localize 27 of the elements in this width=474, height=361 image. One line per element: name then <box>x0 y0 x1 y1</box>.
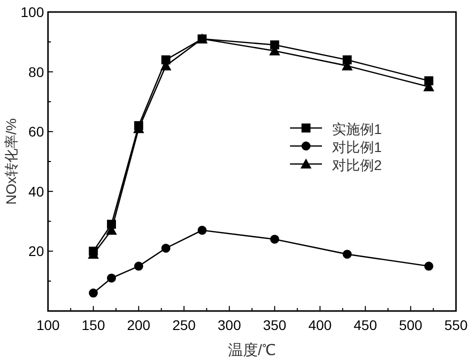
x-tick-label: 400 <box>308 317 332 333</box>
legend-label: 对比例1 <box>332 139 382 155</box>
legend-label: 实施例1 <box>332 121 382 137</box>
point <box>88 288 98 298</box>
y-tick-label: 80 <box>28 64 44 80</box>
point <box>198 226 207 235</box>
y-tick-label: 20 <box>28 243 44 260</box>
point <box>270 234 280 244</box>
y-tick-label: 40 <box>28 183 44 200</box>
legend-label: 对比例2 <box>332 157 382 173</box>
point <box>134 262 144 271</box>
x-tick-label: 250 <box>172 317 196 333</box>
x-tick-label: 150 <box>82 317 106 333</box>
point <box>342 250 352 259</box>
x-tick-label: 200 <box>126 317 151 333</box>
point <box>106 274 116 283</box>
x-tick-label: 500 <box>398 317 423 333</box>
x-tick-label: 350 <box>262 317 287 333</box>
x-tick-label: 450 <box>354 317 378 333</box>
x-tick-label: 550 <box>444 317 468 333</box>
x-tick-label: 300 <box>218 317 242 333</box>
y-tick-label: 100 <box>20 4 44 20</box>
x-axis-title: 温度/℃ <box>228 342 276 359</box>
point <box>161 244 170 253</box>
y-axis-title: NOx转化率/% <box>3 118 19 205</box>
y-tick-label: 60 <box>28 124 44 140</box>
point <box>424 262 434 271</box>
